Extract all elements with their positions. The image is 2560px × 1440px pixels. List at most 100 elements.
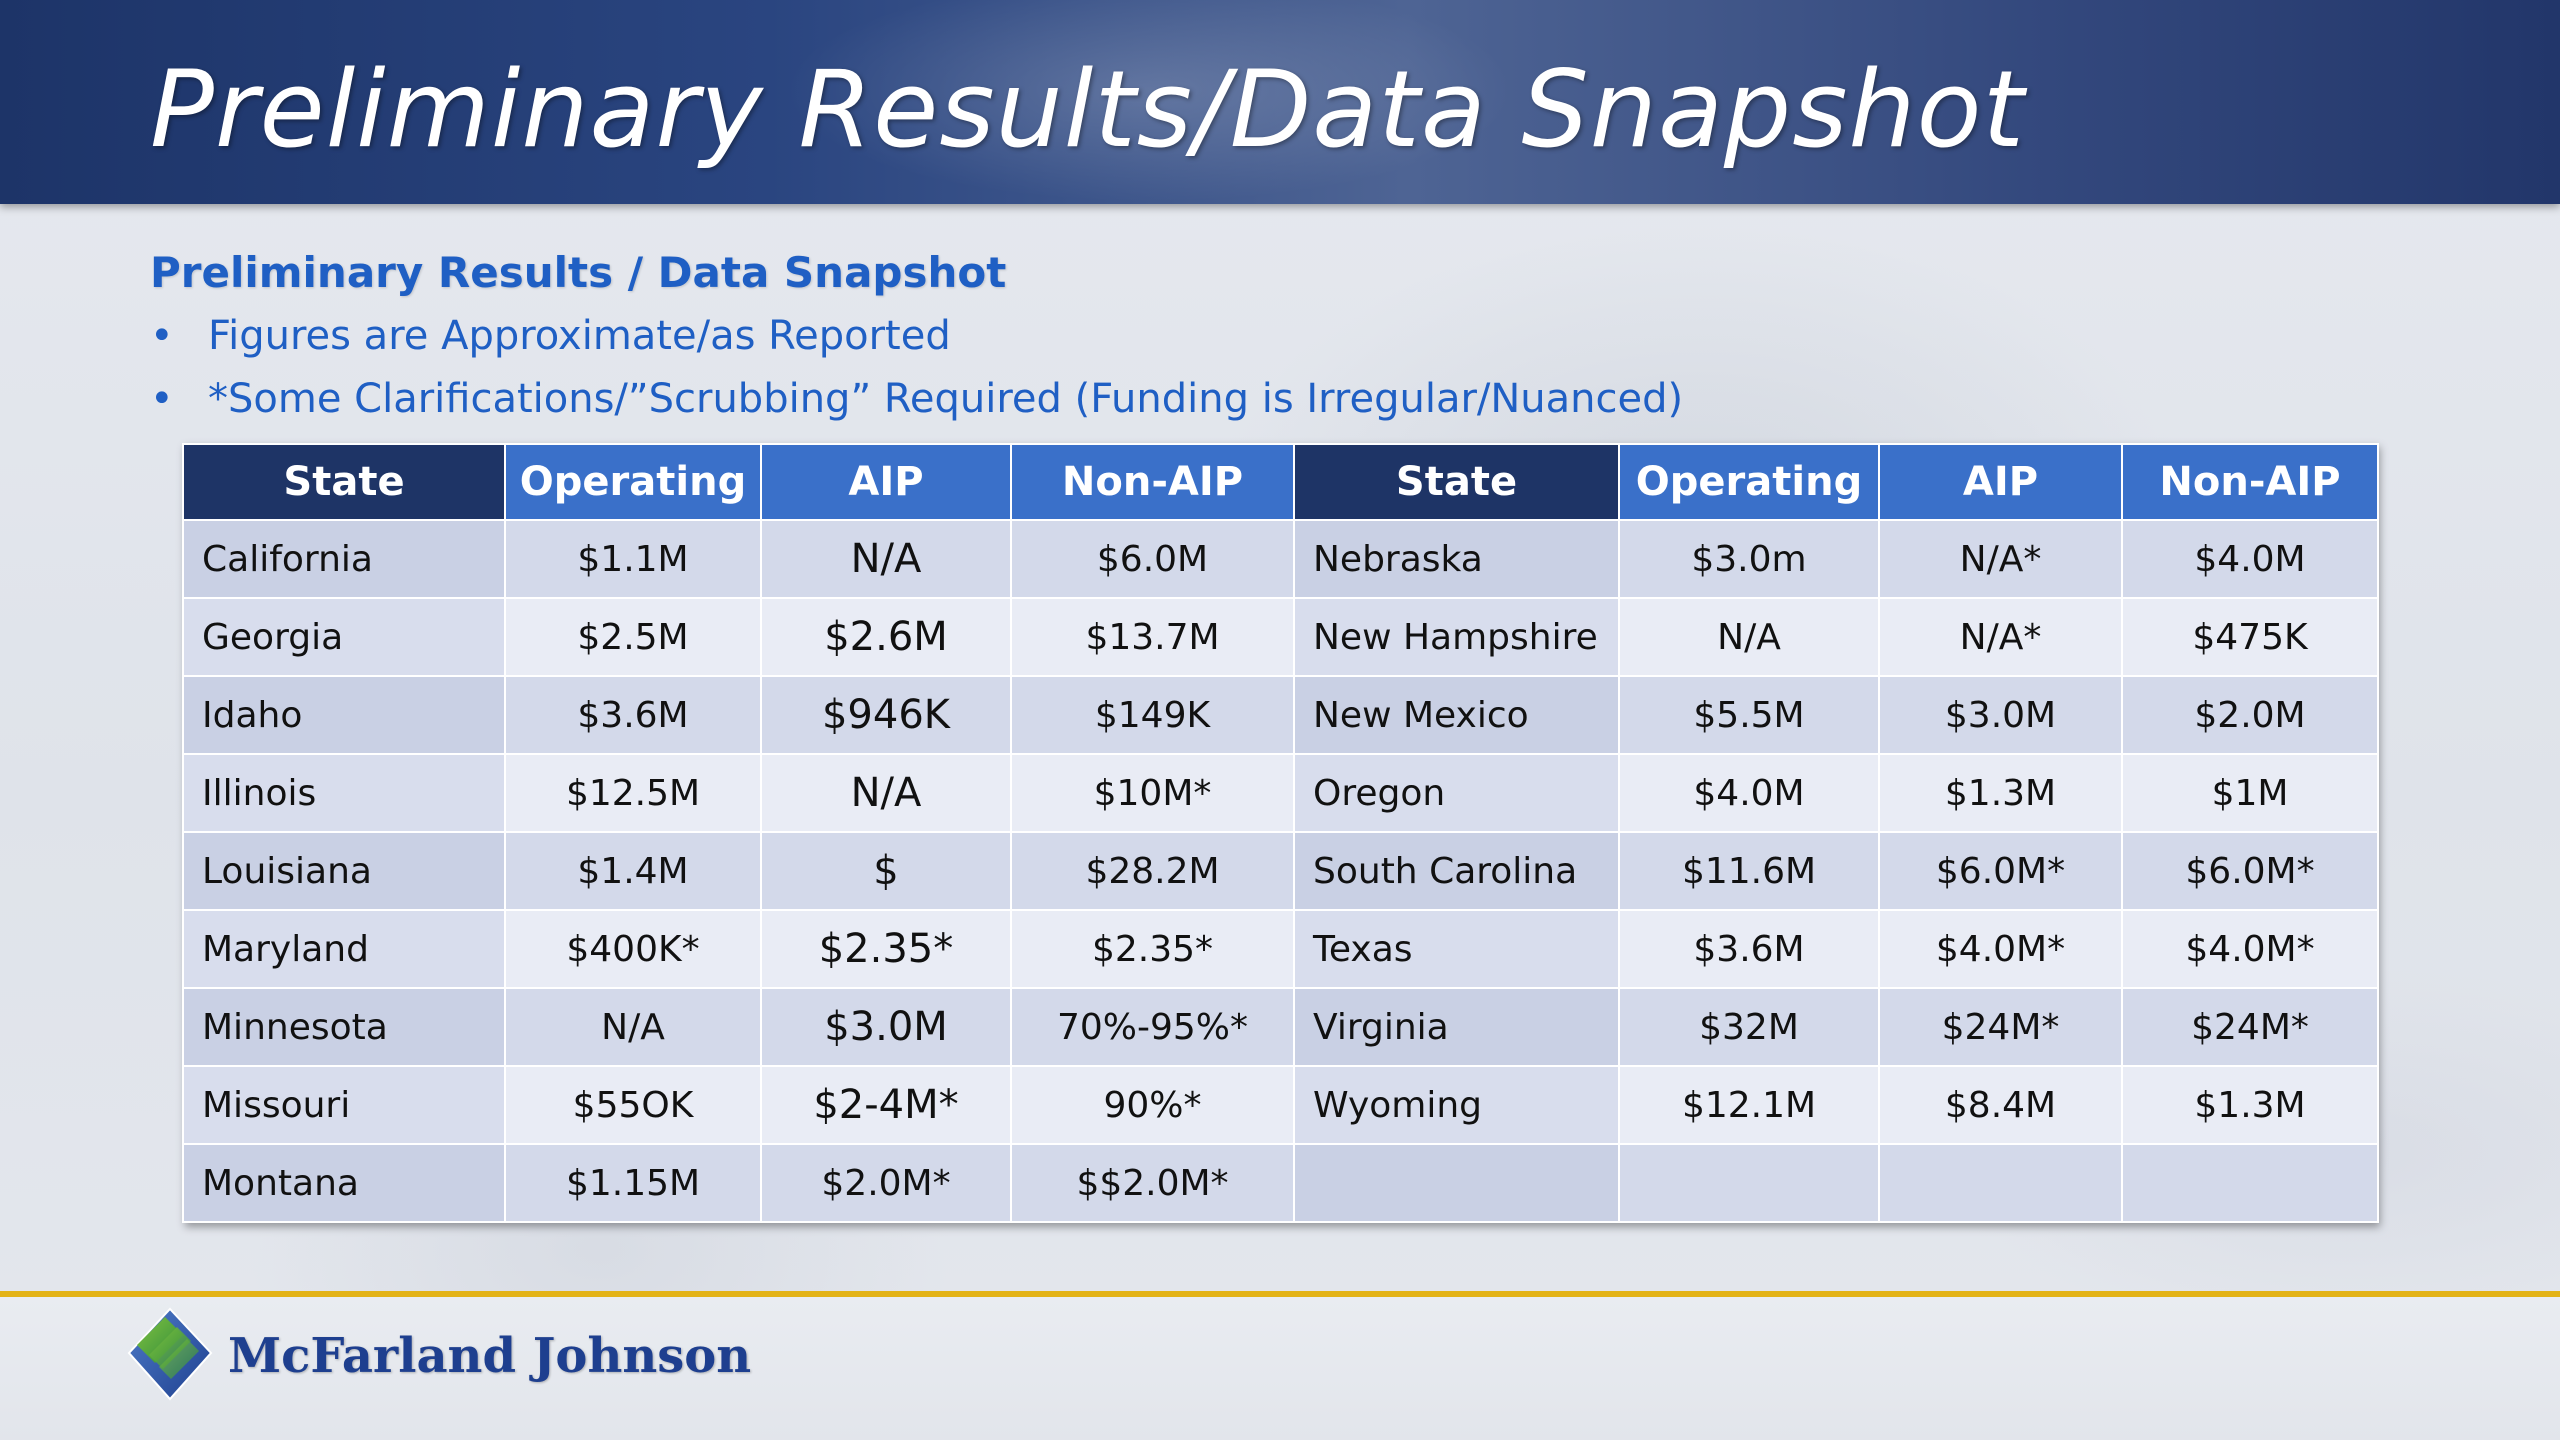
operating-cell: $2.5M	[504, 597, 762, 677]
non-aip-cell: $28.2M	[1010, 831, 1295, 911]
state-cell: Wyoming	[1293, 1065, 1620, 1145]
state-cell: Virginia	[1293, 987, 1620, 1067]
header-non-aip: Non-AIP	[2121, 443, 2379, 521]
operating-cell: $3.6M	[1618, 909, 1880, 989]
operating-cell: $3.0m	[1618, 519, 1880, 599]
bullet-list: • Figures are Approximate/as Reported • *S…	[150, 306, 1683, 432]
non-aip-cell: $24M*	[2121, 987, 2379, 1067]
operating-cell: $32M	[1618, 987, 1880, 1067]
state-cell: Maryland	[182, 909, 506, 989]
slide-title: Preliminary Results/Data Snapshot	[150, 48, 2026, 171]
aip-cell: $3.0M	[760, 987, 1012, 1067]
aip-cell: $24M*	[1878, 987, 2123, 1067]
operating-cell: N/A	[504, 987, 762, 1067]
header-state: State	[1293, 443, 1620, 521]
state-cell: Montana	[182, 1143, 506, 1223]
operating-cell: $12.5M	[504, 753, 762, 833]
state-cell	[1293, 1143, 1620, 1223]
aip-cell: $2.35*	[760, 909, 1012, 989]
section-subtitle: Preliminary Results / Data Snapshot	[150, 248, 1007, 297]
table-row: California $1.1M N/A $6.0M Nebraska $3.0…	[182, 519, 2379, 599]
title-banner	[0, 0, 2560, 204]
table-row: Idaho $3.6M $946K $149K New Mexico $5.5M…	[182, 675, 2379, 755]
operating-cell: $3.6M	[504, 675, 762, 755]
operating-cell: $400K*	[504, 909, 762, 989]
non-aip-cell: $2.35*	[1010, 909, 1295, 989]
aip-cell: $4.0M*	[1878, 909, 2123, 989]
table-row: Illinois $12.5M N/A $10M* Oregon $4.0M $…	[182, 753, 2379, 833]
aip-cell: $2.6M	[760, 597, 1012, 677]
company-name: McFarland Johnson	[228, 1328, 752, 1384]
state-cell: Louisiana	[182, 831, 506, 911]
aip-cell: N/A	[760, 519, 1012, 599]
non-aip-cell: $$2.0M*	[1010, 1143, 1295, 1223]
table-header-row: State Operating AIP Non-AIP State Operat…	[182, 443, 2379, 521]
header-operating: Operating	[1618, 443, 1880, 521]
state-cell: Oregon	[1293, 753, 1620, 833]
non-aip-cell: $1M	[2121, 753, 2379, 833]
operating-cell: $1.4M	[504, 831, 762, 911]
operating-cell: $5.5M	[1618, 675, 1880, 755]
operating-cell: $1.1M	[504, 519, 762, 599]
header-non-aip: Non-AIP	[1010, 443, 1295, 521]
non-aip-cell: $4.0M	[2121, 519, 2379, 599]
non-aip-cell: $10M*	[1010, 753, 1295, 833]
bullet-item: • Figures are Approximate/as Reported	[150, 306, 1683, 369]
non-aip-cell: $149K	[1010, 675, 1295, 755]
operating-cell: N/A	[1618, 597, 1880, 677]
non-aip-cell: 90%*	[1010, 1065, 1295, 1145]
non-aip-cell: $4.0M*	[2121, 909, 2379, 989]
funding-table: State Operating AIP Non-AIP State Operat…	[182, 443, 2379, 1223]
table-row: Louisiana $1.4M $ $28.2M South Carolina …	[182, 831, 2379, 911]
bullet-icon: •	[150, 376, 174, 422]
operating-cell: $1.15M	[504, 1143, 762, 1223]
non-aip-cell: $1.3M	[2121, 1065, 2379, 1145]
aip-cell: N/A*	[1878, 597, 2123, 677]
aip-cell: $3.0M	[1878, 675, 2123, 755]
state-cell: Minnesota	[182, 987, 506, 1067]
aip-cell: N/A*	[1878, 519, 2123, 599]
state-cell: California	[182, 519, 506, 599]
aip-cell: $1.3M	[1878, 753, 2123, 833]
aip-cell: N/A	[760, 753, 1012, 833]
aip-cell: $946K	[760, 675, 1012, 755]
non-aip-cell: $6.0M	[1010, 519, 1295, 599]
state-cell: Idaho	[182, 675, 506, 755]
state-cell: New Hampshire	[1293, 597, 1620, 677]
bullet-item: • *Some Clarifications/”Scrubbing” Requir…	[150, 369, 1683, 432]
aip-cell: $2.0M*	[760, 1143, 1012, 1223]
header-aip: AIP	[760, 443, 1012, 521]
aip-cell: $6.0M*	[1878, 831, 2123, 911]
non-aip-cell: 70%-95%*	[1010, 987, 1295, 1067]
state-cell: New Mexico	[1293, 675, 1620, 755]
state-cell: Illinois	[182, 753, 506, 833]
header-aip: AIP	[1878, 443, 2123, 521]
non-aip-cell: $6.0M*	[2121, 831, 2379, 911]
table-row: Maryland $400K* $2.35* $2.35* Texas $3.6…	[182, 909, 2379, 989]
table-row: Georgia $2.5M $2.6M $13.7M New Hampshire…	[182, 597, 2379, 677]
non-aip-cell: $13.7M	[1010, 597, 1295, 677]
non-aip-cell	[2121, 1143, 2379, 1223]
aip-cell: $2-4M*	[760, 1065, 1012, 1145]
funding-data-table: State Operating AIP Non-AIP State Operat…	[182, 443, 2379, 1223]
footer-divider	[0, 1291, 2560, 1297]
header-operating: Operating	[504, 443, 762, 521]
aip-cell: $8.4M	[1878, 1065, 2123, 1145]
table-row: Montana $1.15M $2.0M* $$2.0M*	[182, 1143, 2379, 1223]
non-aip-cell: $2.0M	[2121, 675, 2379, 755]
aip-cell	[1878, 1143, 2123, 1223]
footer-band	[0, 1297, 2560, 1440]
mcfarland-johnson-logo-icon	[127, 1307, 213, 1401]
state-cell: Texas	[1293, 909, 1620, 989]
bullet-icon: •	[150, 313, 174, 359]
header-state: State	[182, 443, 506, 521]
state-cell: South Carolina	[1293, 831, 1620, 911]
operating-cell	[1618, 1143, 1880, 1223]
state-cell: Missouri	[182, 1065, 506, 1145]
table-row: Missouri $55OK $2-4M* 90%* Wyoming $12.1…	[182, 1065, 2379, 1145]
bullet-text: Figures are Approximate/as Reported	[208, 313, 951, 359]
operating-cell: $4.0M	[1618, 753, 1880, 833]
non-aip-cell: $475K	[2121, 597, 2379, 677]
state-cell: Georgia	[182, 597, 506, 677]
table-row: Minnesota N/A $3.0M 70%-95%* Virginia $3…	[182, 987, 2379, 1067]
